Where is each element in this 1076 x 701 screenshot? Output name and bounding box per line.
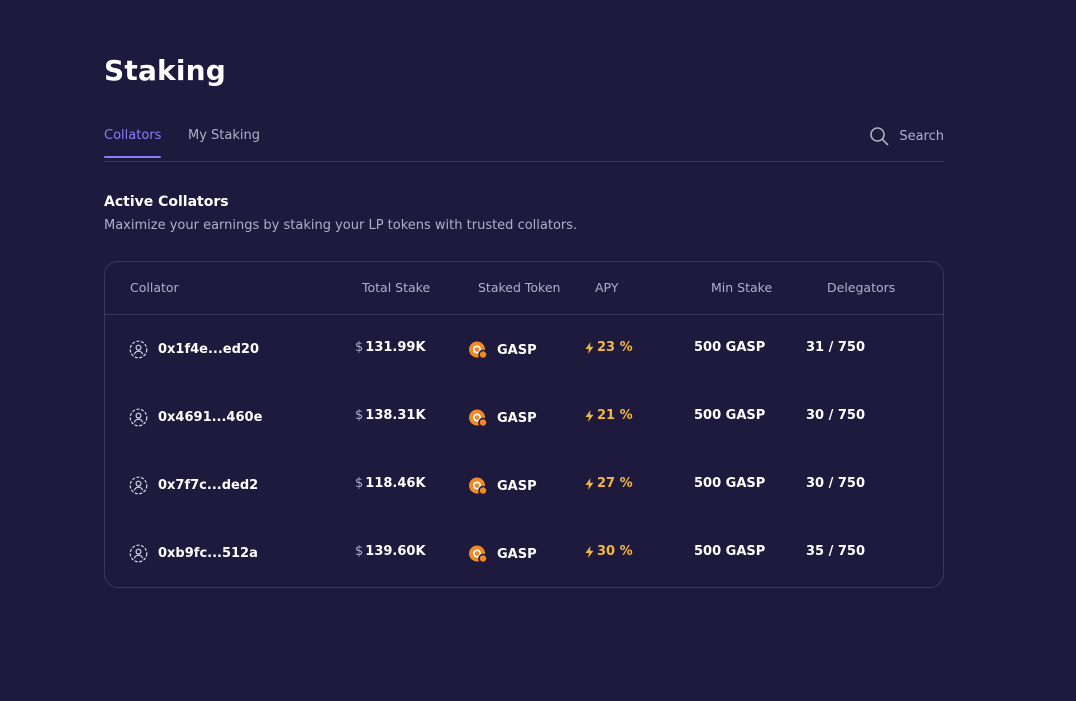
user-circle-icon [129, 408, 148, 427]
section-subtitle: Maximize your earnings by staking your L… [104, 218, 578, 233]
min-stake-value: 500 GASP [694, 340, 766, 355]
gasp-token-icon [468, 476, 488, 496]
user-circle-icon [129, 544, 148, 563]
delegators-value: 30 / 750 [806, 476, 866, 491]
currency-symbol: $ [355, 544, 364, 559]
header-apy[interactable]: APY [595, 280, 619, 295]
staked-token-cell: GASP [468, 544, 537, 564]
header-total-stake[interactable]: Total Stake [362, 280, 431, 295]
header-collator[interactable]: Collator [130, 280, 179, 295]
delegators-value: 30 / 750 [806, 408, 866, 423]
tab-my-staking[interactable]: My Staking [188, 128, 260, 143]
total-stake-cell: $ 138.31K [355, 408, 426, 423]
staked-token-cell: GASP [468, 340, 537, 360]
total-stake-value: 139.60K [365, 544, 426, 559]
apy-cell: 30 % [585, 544, 633, 559]
tab-collators[interactable]: Collators [104, 128, 162, 158]
collator-cell: 0x7f7c...ded2 [129, 476, 258, 495]
staked-token-cell: GASP [468, 408, 537, 428]
collator-address[interactable]: 0xb9fc...512a [158, 546, 258, 561]
min-stake-value: 500 GASP [694, 476, 766, 491]
collator-cell: 0x1f4e...ed20 [129, 340, 259, 359]
token-symbol: GASP [497, 478, 537, 494]
lightning-bolt-icon [585, 545, 594, 558]
collator-address[interactable]: 0x1f4e...ed20 [158, 342, 260, 357]
min-stake-value: 500 GASP [694, 408, 766, 423]
user-circle-icon [129, 476, 148, 495]
table-row[interactable]: 0x1f4e...ed20 $ 131.99K GASP 23 % 500 GA… [105, 315, 943, 383]
apy-value: 21 % [597, 408, 633, 423]
lightning-bolt-icon [585, 477, 594, 490]
total-stake-cell: $ 139.60K [355, 544, 426, 559]
lightning-bolt-icon [585, 409, 594, 422]
delegators-value: 31 / 750 [806, 340, 866, 355]
table-row[interactable]: 0x4691...460e $ 138.31K GASP 21 % 500 GA… [105, 383, 943, 451]
apy-value: 30 % [597, 544, 633, 559]
page-title: Staking [104, 54, 227, 87]
user-circle-icon [129, 340, 148, 359]
apy-cell: 27 % [585, 476, 633, 491]
search-button[interactable]: Search [869, 126, 944, 146]
total-stake-value: 118.46K [365, 476, 426, 491]
total-stake-cell: $ 131.99K [355, 340, 426, 355]
currency-symbol: $ [355, 408, 364, 423]
apy-value: 27 % [597, 476, 633, 491]
staked-token-cell: GASP [468, 476, 537, 496]
delegators-value: 35 / 750 [806, 544, 866, 559]
token-symbol: GASP [497, 342, 537, 358]
lightning-bolt-icon [585, 341, 594, 354]
table-row[interactable]: 0x7f7c...ded2 $ 118.46K GASP 27 % 500 GA… [105, 451, 943, 519]
min-stake-value: 500 GASP [694, 544, 766, 559]
token-symbol: GASP [497, 546, 537, 562]
gasp-token-icon [468, 544, 488, 564]
section-title: Active Collators [104, 194, 229, 210]
apy-cell: 23 % [585, 340, 633, 355]
header-staked-token[interactable]: Staked Token [478, 280, 561, 295]
search-icon [869, 126, 889, 146]
collator-cell: 0xb9fc...512a [129, 544, 258, 563]
collator-address[interactable]: 0x7f7c...ded2 [158, 478, 259, 493]
total-stake-cell: $ 118.46K [355, 476, 426, 491]
tabs-bar: Collators My Staking Search [104, 120, 944, 162]
table-header: Collator Total Stake Staked Token APY Mi… [105, 262, 943, 315]
currency-symbol: $ [355, 340, 364, 355]
apy-value: 23 % [597, 340, 633, 355]
currency-symbol: $ [355, 476, 364, 491]
token-symbol: GASP [497, 410, 537, 426]
table-row[interactable]: 0xb9fc...512a $ 139.60K GASP 30 % 500 GA… [105, 519, 943, 587]
total-stake-value: 131.99K [365, 340, 426, 355]
collator-cell: 0x4691...460e [129, 408, 262, 427]
apy-cell: 21 % [585, 408, 633, 423]
gasp-token-icon [468, 408, 488, 428]
header-delegators[interactable]: Delegators [827, 280, 896, 295]
collator-address[interactable]: 0x4691...460e [158, 410, 263, 425]
header-min-stake[interactable]: Min Stake [711, 280, 773, 295]
gasp-token-icon [468, 340, 488, 360]
collators-table: Collator Total Stake Staked Token APY Mi… [104, 261, 944, 588]
search-label: Search [899, 128, 944, 144]
total-stake-value: 138.31K [365, 408, 426, 423]
